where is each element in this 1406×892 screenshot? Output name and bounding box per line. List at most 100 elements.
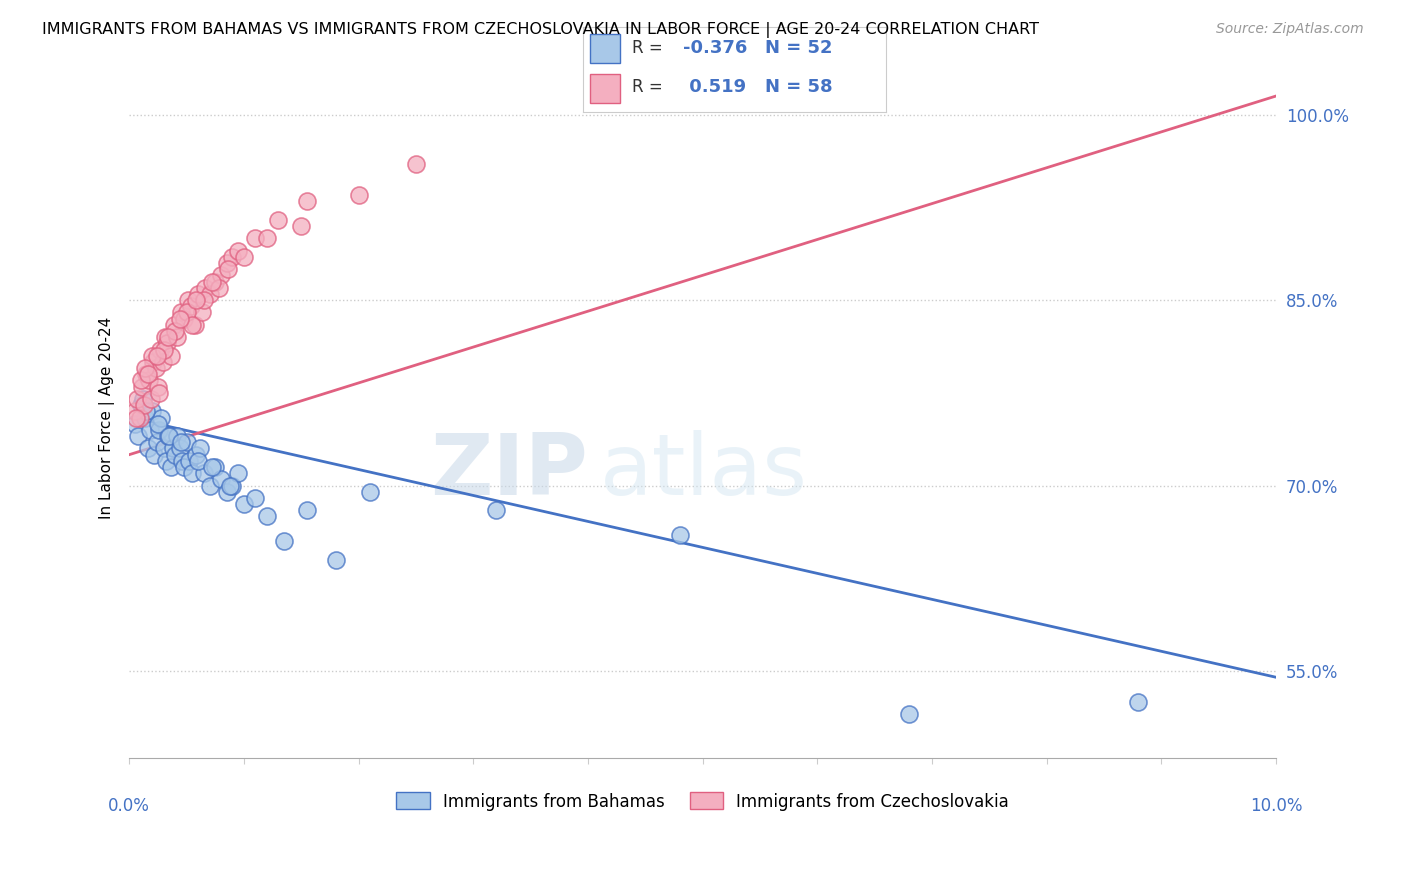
- Point: [295, 503, 318, 517]
- Point: [156, 336, 179, 351]
- Point: [295, 194, 318, 208]
- Point: [150, 410, 173, 425]
- Point: [157, 330, 180, 344]
- Point: [132, 392, 155, 406]
- Point: [215, 256, 238, 270]
- Point: [125, 410, 148, 425]
- Text: IMMIGRANTS FROM BAHAMAS VS IMMIGRANTS FROM CZECHOSLOVAKIA IN LABOR FORCE | AGE 2: IMMIGRANTS FROM BAHAMAS VS IMMIGRANTS FR…: [42, 22, 1039, 38]
- Point: [209, 268, 232, 283]
- Point: [139, 392, 162, 406]
- Point: [162, 442, 184, 456]
- Point: [267, 212, 290, 227]
- Point: [136, 442, 159, 456]
- Point: [347, 188, 370, 202]
- Point: [146, 435, 169, 450]
- Point: [136, 368, 159, 382]
- Point: [165, 448, 187, 462]
- Point: [226, 244, 249, 258]
- Text: atlas: atlas: [599, 431, 807, 514]
- Point: [184, 293, 207, 307]
- Point: [176, 435, 198, 450]
- Point: [183, 318, 205, 332]
- Point: [193, 467, 215, 481]
- Point: [273, 534, 295, 549]
- Point: [232, 497, 254, 511]
- Point: [221, 478, 243, 492]
- Y-axis label: In Labor Force | Age 20-24: In Labor Force | Age 20-24: [100, 317, 115, 518]
- Point: [134, 361, 156, 376]
- Point: [204, 460, 226, 475]
- Point: [157, 429, 180, 443]
- Point: [201, 275, 224, 289]
- Point: [405, 157, 427, 171]
- Text: -0.376: -0.376: [683, 39, 748, 57]
- Point: [170, 454, 193, 468]
- Point: [173, 460, 195, 475]
- Point: [245, 231, 267, 245]
- Point: [180, 299, 202, 313]
- Point: [198, 286, 221, 301]
- Point: [163, 318, 186, 332]
- Point: [141, 349, 163, 363]
- Point: [177, 454, 200, 468]
- Text: R =: R =: [631, 39, 662, 57]
- Point: [159, 460, 181, 475]
- Point: [152, 343, 174, 357]
- Point: [127, 429, 149, 443]
- Point: [173, 311, 195, 326]
- Text: R =: R =: [631, 78, 662, 95]
- Text: 10.0%: 10.0%: [1250, 797, 1302, 814]
- Point: [290, 219, 312, 233]
- Point: [256, 509, 278, 524]
- Point: [187, 454, 209, 468]
- Point: [201, 460, 224, 475]
- Point: [190, 305, 212, 319]
- Point: [221, 250, 243, 264]
- Text: 0.519: 0.519: [683, 78, 747, 95]
- Point: [187, 286, 209, 301]
- Legend: Immigrants from Bahamas, Immigrants from Czechoslovakia: Immigrants from Bahamas, Immigrants from…: [396, 792, 1010, 811]
- Point: [159, 349, 181, 363]
- Point: [166, 429, 188, 443]
- Point: [215, 484, 238, 499]
- Point: [139, 423, 162, 437]
- Point: [181, 467, 204, 481]
- Point: [129, 374, 152, 388]
- Point: [668, 528, 690, 542]
- Point: [149, 343, 172, 357]
- Point: [155, 454, 177, 468]
- Point: [177, 293, 200, 307]
- Point: [141, 404, 163, 418]
- Point: [208, 281, 231, 295]
- Point: [143, 448, 166, 462]
- Point: [146, 417, 169, 431]
- Point: [193, 293, 215, 307]
- Point: [325, 553, 347, 567]
- Point: [485, 503, 508, 517]
- Point: [209, 472, 232, 486]
- Point: [128, 410, 150, 425]
- Point: [170, 305, 193, 319]
- Point: [134, 410, 156, 425]
- Point: [226, 467, 249, 481]
- Point: [245, 491, 267, 505]
- Point: [165, 324, 187, 338]
- Point: [232, 250, 254, 264]
- Point: [145, 361, 167, 376]
- Point: [188, 442, 211, 456]
- Point: [157, 429, 180, 443]
- Text: Source: ZipAtlas.com: Source: ZipAtlas.com: [1216, 22, 1364, 37]
- Point: [146, 349, 169, 363]
- Point: [359, 484, 381, 499]
- Point: [204, 275, 226, 289]
- Point: [148, 423, 170, 437]
- Point: [127, 392, 149, 406]
- Point: [138, 374, 160, 388]
- Point: [256, 231, 278, 245]
- Point: [131, 379, 153, 393]
- Point: [124, 404, 146, 418]
- Point: [184, 448, 207, 462]
- Text: ZIP: ZIP: [430, 431, 588, 514]
- Point: [135, 404, 157, 418]
- Point: [217, 262, 239, 277]
